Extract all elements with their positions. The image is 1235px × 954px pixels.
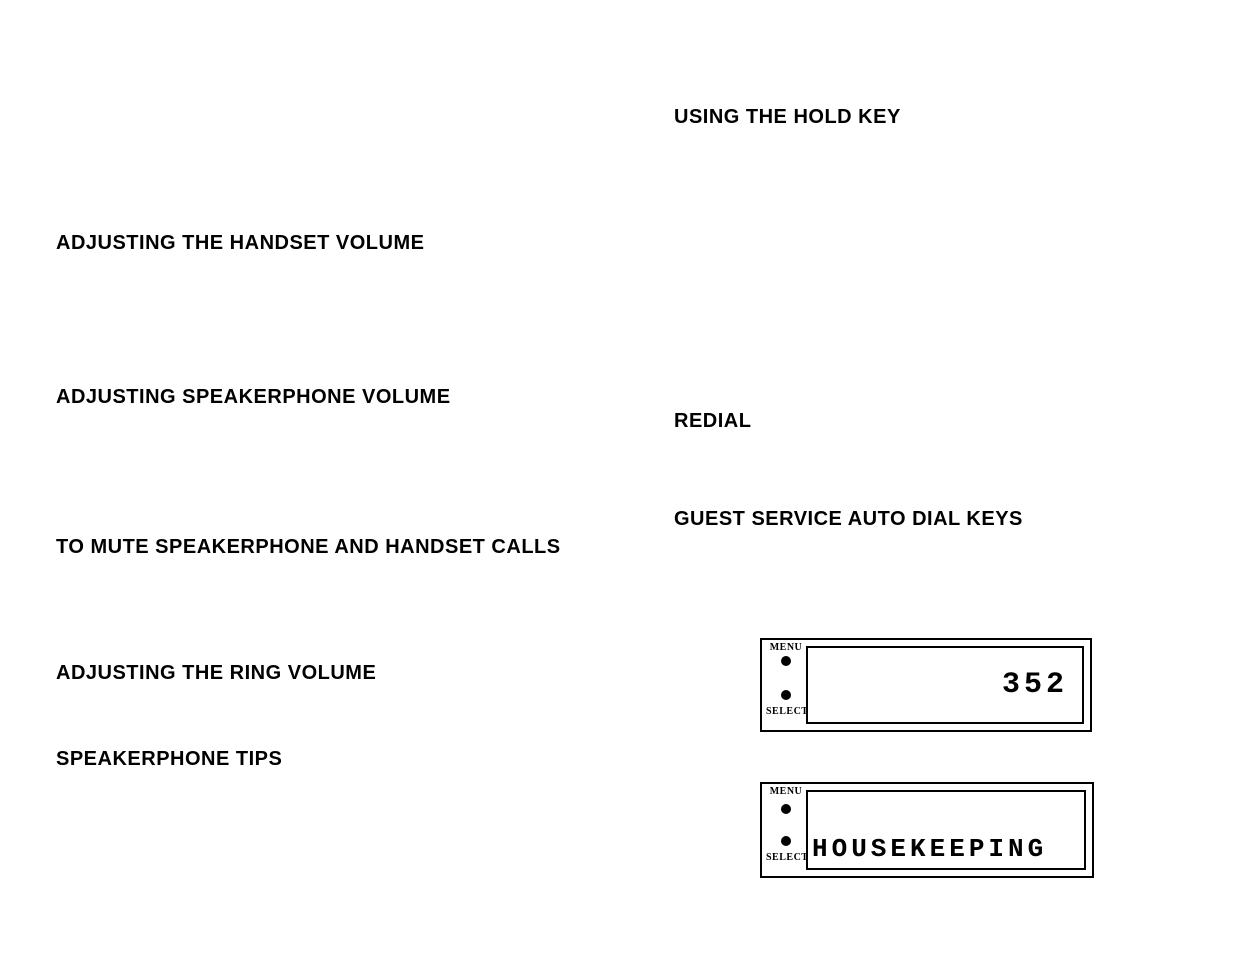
lcd-panel-2-controls: MENU SELECT: [766, 784, 806, 876]
lcd-select-label: SELECT: [766, 706, 806, 717]
lcd-panel-1-controls: MENU SELECT: [766, 640, 806, 730]
heading-ring-volume: ADJUSTING THE RING VOLUME: [56, 662, 376, 685]
lcd-screen-1: 352: [806, 646, 1084, 724]
lcd-menu-label: MENU: [766, 786, 806, 797]
document-page: ADJUSTING THE HANDSET VOLUME ADJUSTING S…: [0, 0, 1235, 954]
lcd-menu-dot-icon: [781, 804, 791, 814]
heading-handset-volume: ADJUSTING THE HANDSET VOLUME: [56, 232, 424, 255]
heading-mute-calls: TO MUTE SPEAKERPHONE AND HANDSET CALLS: [56, 536, 561, 559]
lcd-panel-1: MENU SELECT 352: [760, 638, 1092, 732]
lcd-select-dot-icon: [781, 690, 791, 700]
heading-hold-key: USING THE HOLD KEY: [674, 106, 901, 129]
heading-speakerphone-volume: ADJUSTING SPEAKERPHONE VOLUME: [56, 386, 451, 409]
lcd-select-dot-icon: [781, 836, 791, 846]
lcd-screen-2: HOUSEKEEPING: [806, 790, 1086, 870]
lcd-menu-dot-icon: [781, 656, 791, 666]
lcd-select-label: SELECT: [766, 852, 806, 863]
lcd-screen-2-text: HOUSEKEEPING: [812, 834, 1047, 864]
lcd-panel-2: MENU SELECT HOUSEKEEPING: [760, 782, 1094, 878]
lcd-screen-1-text: 352: [1002, 668, 1068, 702]
heading-guest-service: GUEST SERVICE AUTO DIAL KEYS: [674, 508, 1023, 531]
lcd-menu-label: MENU: [766, 642, 806, 653]
heading-redial: REDIAL: [674, 410, 751, 433]
heading-speakerphone-tips: SPEAKERPHONE TIPS: [56, 748, 282, 771]
